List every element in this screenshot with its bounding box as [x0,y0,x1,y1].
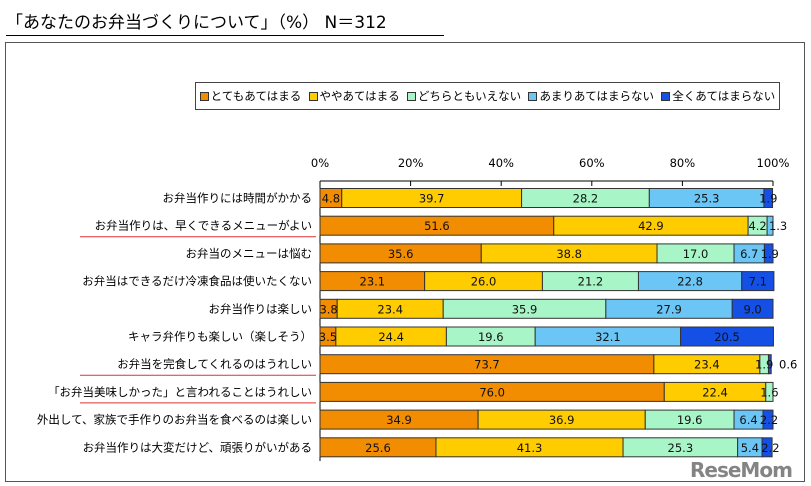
data-label: 4.2 [748,219,766,233]
x-tick-label: 80% [670,156,696,170]
bar-segment [762,409,774,430]
bar-segment [767,354,772,375]
data-label: 7.1 [749,275,767,289]
data-label: 23.1 [360,275,386,289]
data-label: 32.1 [595,330,621,344]
data-label: 35.6 [388,247,414,261]
legend-swatch [406,91,416,101]
data-label: 34.9 [386,413,412,427]
data-label: 22.8 [677,275,703,289]
data-label: 35.9 [512,302,538,316]
legend-item: ややあてはまる [308,88,400,104]
data-label: 19.6 [677,413,703,427]
legend-label: ややあてはまる [319,89,400,103]
bar-segment [680,326,774,347]
data-label: 1.6 [760,385,778,399]
x-tick-label: 20% [398,156,424,170]
data-label: 36.9 [549,413,575,427]
category-label: お弁当はできるだけ冷凍食品は使いたくない [82,274,312,288]
category-label: お弁当を完食してくれるのはうれしい [117,357,312,371]
data-label: 3.5 [319,330,337,344]
data-label: 41.3 [517,441,543,455]
bar-segment [761,437,773,458]
legend-item: とてもあてはまる [199,88,302,104]
watermark-logo: ReseMom [690,458,793,482]
category-label: お弁当のメニューは悩む [186,246,313,260]
bar-segment [765,381,774,402]
data-label: 1.9 [759,192,777,206]
chart-title: 「あなたのお弁当づくりについて」（%） N＝312 [6,8,444,36]
data-label: 27.9 [656,302,682,316]
data-label: 28.2 [573,192,599,206]
x-tick-label: 60% [579,156,605,170]
category-label: お弁当作りは楽しい [209,302,313,316]
data-label: 26.0 [471,275,497,289]
data-label: 24.4 [378,330,404,344]
data-label: 20.5 [714,330,740,344]
data-label: 25.6 [365,441,391,455]
data-label: 17.0 [683,247,709,261]
bar-segment [731,298,774,319]
data-label: 42.9 [638,219,664,233]
legend-label: あまりあてはまらない [539,89,654,103]
legend-item: あまりあてはまらない [528,88,654,104]
data-label: 38.8 [556,247,582,261]
data-label: 21.2 [578,275,604,289]
legend-swatch [528,91,538,101]
data-label: 9.0 [743,302,761,316]
x-tick-label: 40% [488,156,514,170]
data-label: 1.3 [769,219,787,233]
data-label: 6.7 [740,247,758,261]
legend-label: とてもあてはまる [210,89,302,103]
data-label: 23.4 [377,302,403,316]
bar-segment [763,188,774,208]
chart-frame [5,42,805,482]
data-label: 23.4 [694,358,720,372]
data-label: 1.9 [755,358,773,372]
data-label: 2.2 [761,441,779,455]
legend-label: どちらともいえない [417,89,522,103]
data-label: 6.4 [739,413,757,427]
legend-item: どちらともいえない [406,88,522,104]
category-label: キャラ弁作りも楽しい（楽しそう） [128,330,312,344]
legend-swatch [199,91,209,101]
data-label: 25.3 [694,192,720,206]
data-label: 2.2 [760,413,778,427]
data-label: 4.8 [322,192,340,206]
data-label: 76.0 [479,385,505,399]
legend-swatch [661,91,671,101]
data-label: 39.7 [419,192,445,206]
category-label: 外出して、家族で手作りのお弁当を食べるのは楽しい [37,413,312,427]
legend-label: 全くあてはまらない [672,89,776,103]
x-tick-label: 0% [311,156,329,170]
category-label: お弁当作りは大変だけど、頑張りがいがある [83,440,312,454]
x-tick-label: 100% [757,156,790,170]
legend: とてもあてはまる ややあてはまる どちらともいえない あまりあてはまらない 全くあてはま… [195,82,780,110]
category-label: お弁当作りには時間がかかる [163,191,313,205]
category-label: お弁当作りは、早くできるメニューがよい [95,219,312,233]
legend-swatch [308,91,318,101]
legend-item: 全くあてはまらない [661,88,775,104]
bar-segment [763,243,774,264]
data-label: 3.8 [319,302,337,316]
data-label: 5.4 [741,441,759,455]
data-label-outside: 0.6 [779,358,797,372]
data-label: 19.6 [478,330,504,344]
bar-segment [766,215,774,236]
data-label: 22.4 [702,385,728,399]
data-label: 73.7 [474,358,500,372]
data-label: 1.9 [761,247,779,261]
data-label: 25.3 [668,441,694,455]
data-label: 51.6 [424,219,450,233]
category-label: 「お弁当美味しかった」と言われることはうれしい [48,385,312,399]
bar-segment [741,271,775,292]
